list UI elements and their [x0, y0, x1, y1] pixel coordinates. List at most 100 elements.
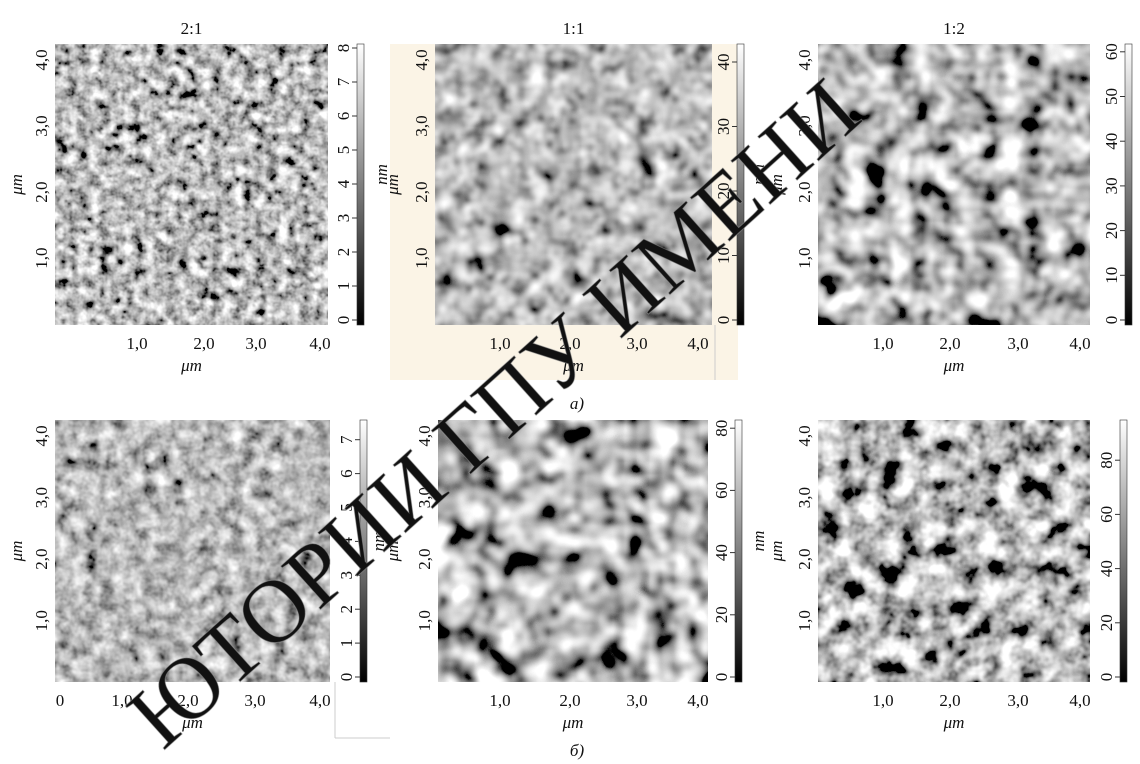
- colorbar-tick-label: 4: [334, 179, 353, 188]
- x-tick-label: 2,0: [177, 691, 198, 710]
- x-axis-label: μm: [943, 713, 965, 732]
- x-axis-label: μm: [562, 356, 584, 375]
- colorbar: [1119, 419, 1128, 683]
- y-axis-label: μm: [7, 174, 26, 196]
- afm-image: [55, 44, 328, 325]
- colorbar-tick-label: 40: [714, 54, 733, 71]
- x-tick-label: 1,0: [489, 691, 510, 710]
- x-tick-label: 1,0: [872, 334, 893, 353]
- x-tick-label: 4,0: [687, 691, 708, 710]
- x-axis-label: μm: [562, 713, 584, 732]
- y-tick-label: 4,0: [32, 425, 51, 446]
- colorbar-tick-label: 6: [337, 469, 356, 478]
- colorbar: [736, 43, 745, 326]
- y-tick-label: 2,0: [795, 549, 814, 570]
- afm-image: [55, 420, 330, 682]
- x-tick-label: 2,0: [193, 334, 214, 353]
- y-axis-label: μm: [383, 541, 402, 563]
- row-label: б): [570, 741, 585, 760]
- y-tick-label: 1,0: [795, 247, 814, 268]
- y-tick-label: 1,0: [415, 610, 434, 631]
- colorbar-tick-label: 5: [334, 146, 353, 155]
- colorbar-tick-label: 0: [337, 673, 356, 682]
- x-tick-label: 3,0: [626, 691, 647, 710]
- y-tick-label: 4,0: [32, 49, 51, 70]
- afm-image: [438, 420, 708, 682]
- afm-image: [818, 420, 1090, 682]
- x-tick-label: 4,0: [309, 691, 330, 710]
- colorbar-tick-label: 20: [1102, 222, 1121, 239]
- colorbar-tick-label: 40: [1097, 560, 1116, 577]
- colorbar-tick-label: 5: [337, 503, 356, 512]
- colorbar-label: nm: [749, 531, 768, 552]
- y-tick-label: 3,0: [32, 115, 51, 136]
- x-axis-label: μm: [180, 356, 202, 375]
- y-tick-label: 3,0: [32, 487, 51, 508]
- x-tick-label: 4,0: [1069, 334, 1090, 353]
- x-tick-label: 3,0: [626, 334, 647, 353]
- afm-image: [818, 44, 1090, 325]
- colorbar-label: nm: [372, 164, 391, 185]
- colorbar-tick-label: 0: [334, 316, 353, 325]
- x-tick-label: 4,0: [687, 334, 708, 353]
- colorbar-tick-label: 40: [712, 544, 731, 561]
- y-tick-label: 2,0: [32, 549, 51, 570]
- colorbar-label: nm: [749, 164, 768, 185]
- y-axis-label: μm: [767, 174, 786, 196]
- y-tick-label: 4,0: [415, 425, 434, 446]
- y-tick-label: 1,0: [32, 610, 51, 631]
- colorbar-label: nm: [369, 531, 388, 552]
- colorbar-tick-label: 3: [334, 214, 353, 223]
- y-tick-label: 3,0: [795, 115, 814, 136]
- x-tick-label: 1,0: [111, 691, 132, 710]
- x-tick-label: 0: [56, 691, 65, 710]
- y-tick-label: 3,0: [415, 487, 434, 508]
- x-tick-label: 1,0: [872, 691, 893, 710]
- colorbar-tick-label: 30: [714, 118, 733, 135]
- colorbar-tick-label: 0: [1097, 673, 1116, 682]
- x-tick-label: 3,0: [1007, 691, 1028, 710]
- colorbar-tick-label: 60: [712, 482, 731, 499]
- colorbar-tick-label: 7: [337, 435, 356, 444]
- colorbar-label: nm: [1135, 164, 1140, 185]
- y-tick-label: 4,0: [795, 425, 814, 446]
- colorbar-tick-label: 3: [337, 571, 356, 580]
- colorbar-tick-label: 8: [334, 44, 353, 53]
- colorbar-tick-label: 80: [712, 420, 731, 437]
- panel-title: 1:2: [943, 19, 965, 38]
- colorbar-tick-label: 10: [1102, 267, 1121, 284]
- colorbar-tick-label: 2: [337, 605, 356, 614]
- colorbar-tick-label: 7: [334, 77, 353, 86]
- colorbar-tick-label: 20: [1097, 614, 1116, 631]
- x-tick-label: 1,0: [489, 334, 510, 353]
- colorbar: [356, 43, 365, 326]
- panel-title: 2:1: [181, 19, 203, 38]
- panel-title: 1:1: [563, 19, 585, 38]
- colorbar: [734, 419, 743, 683]
- colorbar-tick-label: 0: [712, 673, 731, 682]
- y-tick-label: 1,0: [412, 247, 431, 268]
- colorbar-tick-label: 4: [337, 537, 356, 546]
- x-tick-label: 1,0: [126, 334, 147, 353]
- y-tick-label: 1,0: [32, 247, 51, 268]
- x-tick-label: 4,0: [1069, 691, 1090, 710]
- x-axis-label: μm: [181, 713, 203, 732]
- x-tick-label: 2,0: [939, 334, 960, 353]
- colorbar-tick-label: 60: [1102, 43, 1121, 60]
- colorbar: [1124, 43, 1133, 326]
- y-tick-label: 2,0: [795, 181, 814, 202]
- colorbar-tick-label: 80: [1097, 452, 1116, 469]
- y-tick-label: 3,0: [795, 487, 814, 508]
- colorbar-tick-label: 20: [712, 606, 731, 623]
- y-axis-label: μm: [383, 174, 402, 196]
- y-tick-label: 3,0: [412, 115, 431, 136]
- y-tick-label: 2,0: [415, 549, 434, 570]
- x-tick-label: 3,0: [1007, 334, 1028, 353]
- colorbar-tick-label: 20: [714, 183, 733, 200]
- y-tick-label: 2,0: [32, 181, 51, 202]
- colorbar-tick-label: 50: [1102, 88, 1121, 105]
- colorbar-tick-label: 10: [714, 247, 733, 264]
- y-tick-label: 2,0: [412, 181, 431, 202]
- colorbar-tick-label: 2: [334, 248, 353, 257]
